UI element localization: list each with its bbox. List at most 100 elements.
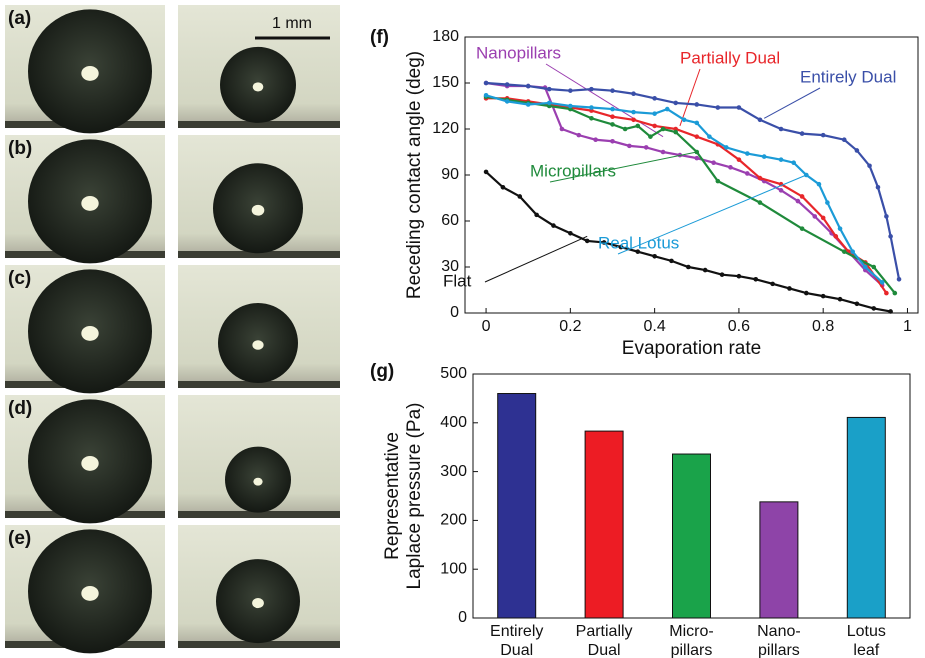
series-label: Nanopillars: [476, 43, 561, 62]
y-tick-label: 90: [441, 166, 459, 183]
point: [610, 138, 615, 144]
point: [728, 165, 733, 170]
point: [631, 109, 636, 115]
point: [736, 157, 742, 162]
x-tick-label: Micro-pillars: [669, 623, 713, 658]
series-label: Entirely Dual: [800, 67, 896, 86]
point: [635, 249, 641, 254]
point: [757, 175, 763, 181]
annotation-arrow: [484, 235, 588, 283]
point: [799, 131, 805, 136]
photo-base: [178, 251, 340, 258]
panel-label: (b): [8, 138, 32, 159]
point: [652, 123, 657, 129]
point: [711, 160, 716, 166]
annotation-arrow: [617, 174, 807, 255]
y-tick-label: 400: [440, 414, 467, 431]
point: [745, 151, 750, 156]
point: [884, 290, 889, 296]
point: [833, 234, 839, 239]
point: [888, 309, 893, 314]
x-tick-label: 0: [482, 318, 491, 335]
point: [871, 306, 877, 311]
point: [546, 86, 552, 92]
point: [652, 111, 657, 116]
point: [799, 226, 805, 231]
point: [504, 99, 510, 104]
point: [694, 102, 700, 107]
point: [799, 194, 805, 199]
point: [816, 181, 822, 187]
point: [664, 106, 670, 112]
point: [559, 126, 565, 132]
highlight: [81, 455, 99, 471]
series-label: Real Lotus: [598, 233, 679, 252]
point: [694, 120, 700, 126]
y-axis-label: Representative: [382, 432, 403, 560]
point: [694, 155, 700, 161]
y-tick-label: 180: [432, 28, 459, 45]
photos: (a) (b) (c) (d) (e) 1 mm: [5, 5, 340, 654]
point: [610, 122, 615, 127]
point: [576, 132, 582, 138]
point: [631, 91, 636, 97]
point: [568, 88, 573, 93]
x-tick-label: Nano-pillars: [757, 623, 801, 658]
point: [841, 137, 847, 143]
series-line: [485, 81, 901, 280]
highlight: [81, 585, 99, 601]
point: [584, 238, 590, 244]
point: [568, 103, 573, 109]
point: [787, 286, 792, 291]
point: [610, 114, 615, 120]
highlight: [251, 204, 265, 216]
point: [753, 276, 759, 282]
panel-label: (g): [370, 361, 394, 382]
series-label: Partially Dual: [680, 48, 780, 67]
point: [504, 82, 510, 87]
x-tick-label: 0.2: [559, 318, 581, 335]
point: [660, 126, 666, 132]
x-tick-label: Lotus leaf: [847, 623, 886, 658]
point: [757, 200, 763, 205]
point: [635, 123, 641, 129]
point: [551, 223, 556, 228]
point: [770, 281, 775, 287]
point: [723, 145, 729, 150]
highlight: [81, 325, 99, 341]
point: [622, 126, 628, 132]
panel-label: (f): [370, 27, 389, 48]
point: [804, 290, 809, 296]
point: [686, 264, 691, 270]
point: [778, 126, 784, 132]
panel-label: (d): [8, 398, 32, 419]
highlight: [81, 195, 99, 211]
point: [841, 249, 847, 254]
y-tick-label: 60: [441, 212, 459, 229]
highlight: [252, 82, 264, 92]
point: [795, 198, 801, 204]
y-axis-label: Laplace pressure (Pa): [404, 403, 425, 590]
point: [875, 184, 881, 190]
annotation-arrow: [545, 63, 664, 138]
point: [643, 145, 649, 150]
series-line: [485, 95, 896, 294]
photo-base: [178, 381, 340, 388]
scale-label: 1 mm: [272, 15, 312, 32]
point: [702, 267, 708, 273]
series-line: [486, 97, 888, 294]
point: [589, 86, 594, 92]
y-tick-label: 200: [440, 512, 467, 529]
point: [500, 184, 506, 190]
point: [850, 249, 855, 254]
point: [854, 148, 860, 153]
point: [896, 276, 902, 282]
y-tick-label: 100: [440, 560, 467, 577]
point: [589, 115, 594, 121]
bar: [846, 416, 886, 619]
point: [879, 280, 885, 285]
point: [534, 212, 539, 218]
point: [631, 117, 636, 123]
point: [483, 80, 489, 86]
point: [483, 169, 489, 175]
